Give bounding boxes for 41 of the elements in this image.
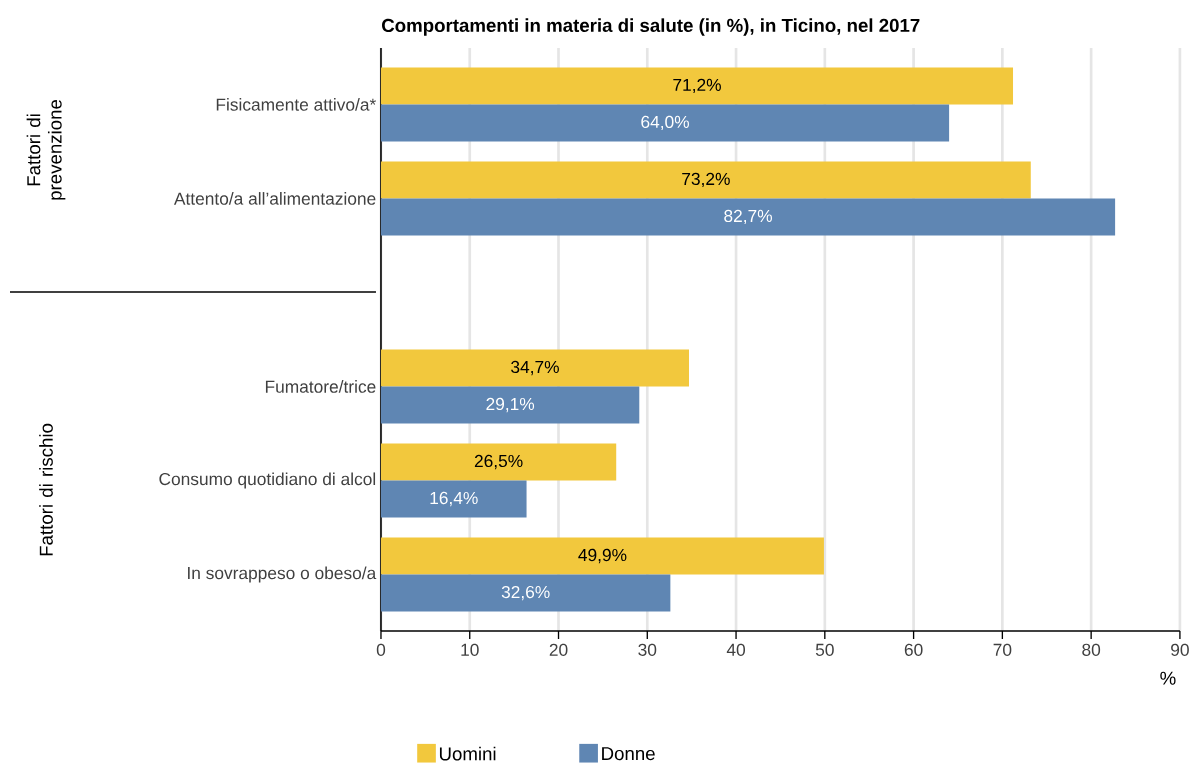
x-tick-label: 80 [1082,643,1101,656]
data-label: 82,7% [724,209,772,225]
bar [380,67,1014,105]
bar [380,574,671,612]
data-label: 73,2% [682,172,730,188]
x-tick-label: 30 [638,643,657,656]
y-tick-label: Attento/a all’alimentazione [173,192,376,205]
x-tick-label: 90 [1171,643,1189,656]
data-label: 32,6% [501,585,550,601]
y-tick-label: In sovrappeso o obeso/a [188,566,377,583]
text: Fattori di prevenzione [26,100,66,200]
x-tick-label: 50 [815,643,834,656]
data-label: 34,7% [511,360,559,376]
x-tick-label: 70 [993,643,1012,656]
chart-title: Comportamenti in materia di salute (in %), in Ticino, nel 2017 [382,18,920,36]
bar [380,480,527,518]
data-label: 16,4% [430,491,478,507]
bar [380,198,1116,236]
bar [380,537,824,575]
bar [380,349,690,387]
y-tick-label: Fumatore/trice [265,380,376,393]
x-axis-title: % [1160,671,1176,685]
x-tick-label: 10 [461,643,479,656]
legend-label: Uomini [439,746,496,761]
x-tick-label: 40 [726,643,746,656]
y-tick-label: Fisicamente attivo/a* [216,98,376,111]
data-label: 49,9% [578,548,627,564]
data-label: 71,2% [673,78,721,94]
legend-label: Donne [602,747,655,761]
text: Fattori di rischio [39,423,53,556]
data-label: 64,0% [641,115,689,131]
y-tick-label: Consumo quotidiano di alcol [159,472,376,489]
x-tick-label: 0 [376,643,386,656]
bar [380,386,640,424]
bar [380,443,617,481]
x-tick-label: 60 [904,643,923,656]
data-label: 26,5% [474,454,523,470]
x-tick-label: 20 [549,643,568,656]
bar [380,161,1031,199]
data-label: 29,1% [486,397,535,413]
bar [380,104,950,142]
